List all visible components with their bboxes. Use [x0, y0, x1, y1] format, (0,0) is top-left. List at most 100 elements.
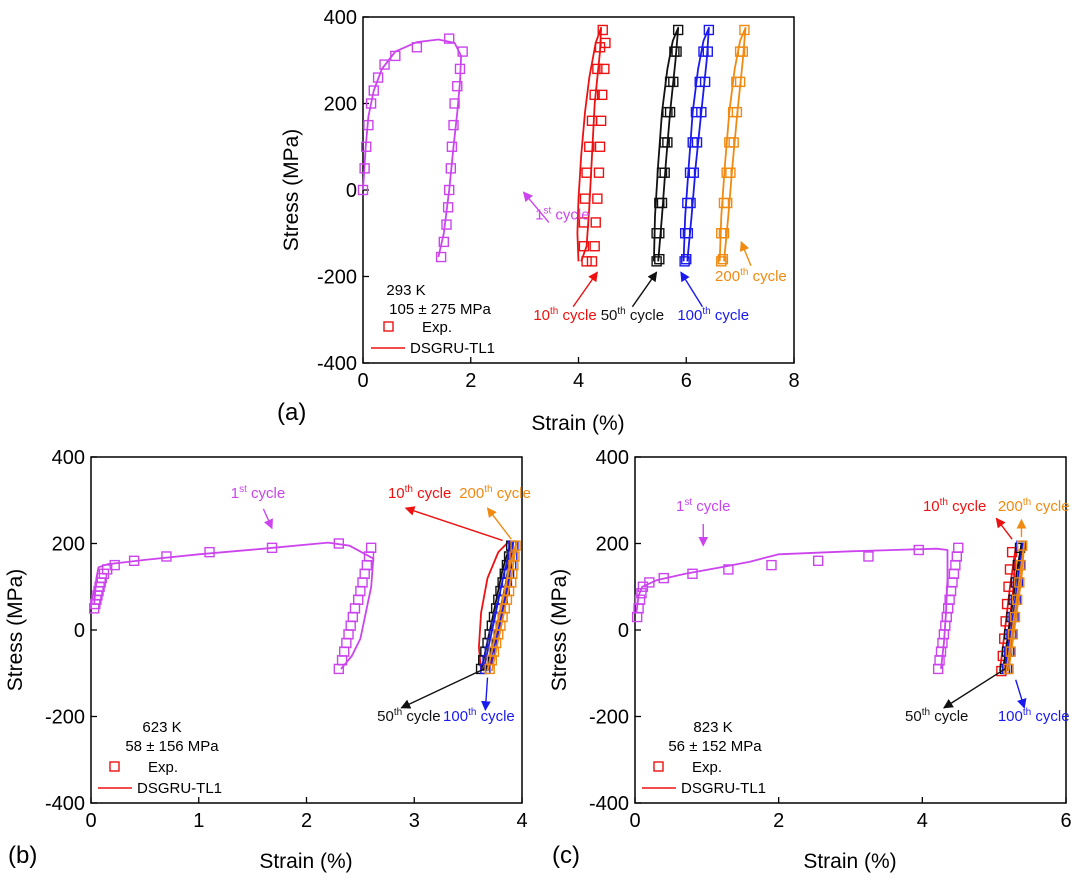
- exp-point-1st-cycle: [953, 542, 964, 554]
- annotation-arrow: [481, 677, 491, 711]
- exp-point-200th-cycle: [1011, 594, 1023, 605]
- y-tick-label: 200: [52, 534, 85, 556]
- exp-point-1st-cycle: [658, 572, 669, 584]
- x-tick-label: 0: [357, 370, 368, 392]
- annotation-ordinal: th: [1023, 497, 1031, 508]
- legend-exp-label-c: Exp.: [692, 759, 722, 776]
- y-tick-label: -200: [589, 707, 629, 729]
- data-layer-a: [357, 24, 750, 267]
- x-tick-label: 8: [788, 370, 799, 392]
- exp-point-1st-cycle: [445, 163, 457, 174]
- x-axis-label-a: Strain (%): [531, 412, 624, 435]
- annotation-arrow: [680, 271, 704, 308]
- exp-point-50th-cycle: [671, 46, 682, 57]
- ticks-a: 0 2 4 6 8 -400 -200 0 200 400: [317, 7, 800, 392]
- annotation-word: cycle: [476, 708, 514, 725]
- exp-point-50th-cycle: [672, 24, 684, 36]
- exp-point-100th-cycle: [682, 228, 694, 239]
- exp-point-10th-cycle: [600, 37, 611, 49]
- annotation-label: 10th cycle: [388, 484, 451, 502]
- annotation-ordinal: th: [617, 306, 625, 317]
- exp-point-1st-cycle: [128, 555, 140, 566]
- exp-point-1st-cycle: [947, 577, 958, 588]
- exp-point-10th-cycle: [581, 256, 592, 267]
- exp-point-1st-cycle: [454, 63, 466, 75]
- y-axis-label-c: Stress (MPa): [548, 569, 571, 692]
- annotation-word: cycle: [930, 708, 968, 725]
- exp-point-10th-cycle: [579, 193, 591, 204]
- exp-point-1st-cycle: [361, 559, 373, 571]
- annotation-ordinal: th: [702, 306, 710, 317]
- exp-point-200th-cycle: [728, 137, 739, 148]
- exp-point-1st-cycle: [343, 629, 354, 640]
- exp-point-1st-cycle: [411, 42, 423, 53]
- exp-point-200th-cycle: [718, 197, 730, 209]
- y-tick-label: 200: [596, 534, 629, 556]
- annotation-number: 50: [601, 307, 618, 324]
- exp-point-100th-cycle: [696, 106, 707, 118]
- exp-point-1st-cycle: [942, 603, 954, 614]
- y-tick-label: -200: [45, 707, 85, 729]
- exp-point-1st-cycle: [109, 559, 120, 571]
- exp-point-1st-cycle: [339, 646, 350, 657]
- exp-point-10th-cycle: [594, 141, 606, 152]
- annotation-number: 10: [533, 307, 550, 324]
- annotation-number: 1: [676, 498, 684, 515]
- exp-point-1st-cycle: [438, 236, 450, 248]
- annotation-arrow: [262, 508, 273, 530]
- exp-point-1st-cycle: [357, 577, 368, 588]
- x-tick-label: 2: [301, 810, 312, 832]
- exp-point-10th-cycle: [592, 63, 603, 75]
- legend-exp-marker-c: [653, 761, 664, 772]
- annotation-number: 100: [443, 708, 468, 725]
- exp-point-200th-cycle: [1015, 559, 1026, 571]
- annotation-label: 1st cycle: [535, 205, 589, 223]
- exp-point-200th-cycle: [739, 24, 750, 36]
- exp-point-1st-cycle: [365, 542, 377, 554]
- exp-point-50th-cycle: [656, 197, 668, 209]
- y-tick-label: 400: [52, 447, 85, 469]
- legend-model-label-b: DSGRU-TL1: [137, 780, 222, 797]
- exp-point-1st-cycle: [372, 72, 384, 83]
- x-tick-label: 6: [681, 370, 692, 392]
- exp-point-1st-cycle: [812, 555, 824, 566]
- exp-point-1st-cycle: [937, 637, 948, 649]
- exp-point-200th-cycle: [718, 228, 730, 239]
- exp-point-100th-cycle: [699, 76, 711, 88]
- exp-point-10th-cycle: [589, 241, 600, 252]
- exp-point-50th-cycle: [664, 106, 676, 118]
- annotation-label: 100th cycle: [998, 707, 1070, 725]
- load-label-b: 58 ± 156 MPa: [125, 738, 219, 755]
- y-tick-label: 0: [618, 620, 629, 642]
- x-axis-label-b: Strain (%): [259, 850, 352, 873]
- exp-point-200th-cycle: [717, 253, 729, 265]
- exp-point-200th-cycle: [716, 256, 727, 267]
- exp-point-10th-cycle: [578, 217, 590, 228]
- x-tick-label: 6: [1060, 810, 1071, 832]
- exp-point-200th-cycle: [1016, 540, 1028, 551]
- annotation-arrow: [1015, 679, 1027, 709]
- exp-point-50th-cycle: [651, 256, 662, 267]
- exp-point-50th-cycle: [654, 228, 665, 239]
- annotation-number: 200: [459, 485, 484, 502]
- info-block-a: 293 K 105 ± 275 MPa Exp. DSGRU-TL1: [371, 282, 495, 357]
- exp-point-50th-cycle: [662, 137, 673, 148]
- model-line-50th-cycle: [653, 26, 680, 262]
- temperature-label-a: 293 K: [386, 282, 425, 299]
- exp-point-1st-cycle: [359, 163, 370, 174]
- exp-point-1st-cycle: [449, 98, 460, 109]
- exp-point-1st-cycle: [863, 551, 874, 562]
- y-axis-label-b: Stress (MPa): [4, 569, 27, 692]
- exp-point-200th-cycle: [721, 197, 733, 209]
- annotation-word: cycle: [558, 307, 596, 324]
- exp-point-1st-cycle: [435, 251, 447, 263]
- data-layer-b: [89, 538, 521, 675]
- x-tick-label: 0: [85, 810, 96, 832]
- annotation-number: 10: [923, 498, 940, 515]
- annotation-label: 10th cycle: [923, 497, 986, 515]
- annotation-number: 200: [715, 268, 740, 285]
- exp-point-100th-cycle: [691, 137, 703, 148]
- panel-label-a: (a): [277, 399, 306, 426]
- exp-point-10th-cycle: [597, 24, 608, 36]
